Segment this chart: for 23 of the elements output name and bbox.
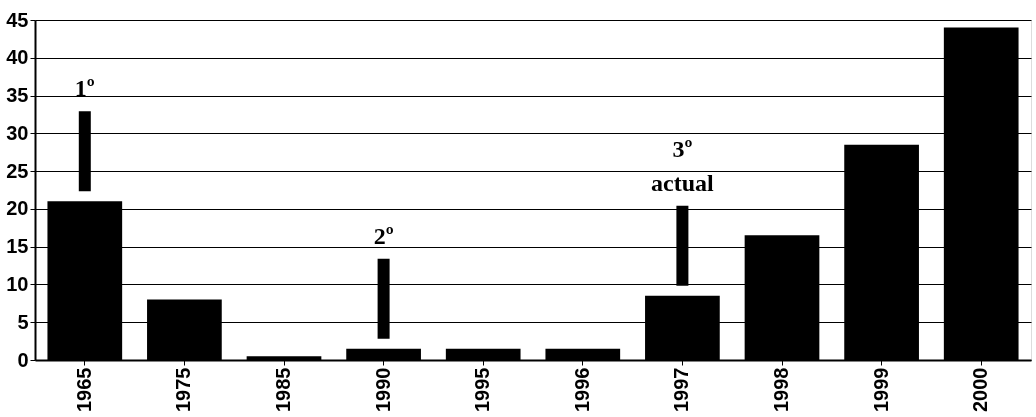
y-tick-label: 10 <box>6 272 29 295</box>
y-tick-label: 25 <box>6 159 29 182</box>
annotation: 2º <box>373 222 394 249</box>
x-tick-label: 1998 <box>770 367 792 412</box>
x-tick-label: 1985 <box>272 367 294 412</box>
x-tick-label: 1995 <box>471 367 494 412</box>
x-tick-label: 1996 <box>570 367 593 412</box>
y-tick-label: 40 <box>6 46 29 69</box>
x-tick-label: 1997 <box>670 367 693 412</box>
x-tick-label: 1975 <box>172 367 195 412</box>
y-tick-label: 30 <box>6 121 29 144</box>
x-tick-label: 1999 <box>869 367 892 412</box>
y-tick-label: 45 <box>6 8 29 31</box>
x-tick-label: 1990 <box>371 367 394 412</box>
x-tick-label: 2000 <box>969 367 992 412</box>
y-tick-label: 15 <box>6 235 29 258</box>
y-tick-label: 0 <box>17 348 29 371</box>
y-tick-label: 35 <box>6 84 29 107</box>
y-tick-label: 20 <box>6 197 29 220</box>
y-tick-label: 5 <box>17 310 29 333</box>
x-tick-label: 1965 <box>72 367 95 412</box>
annotation: 1º <box>74 75 95 102</box>
annotation: 3º actual <box>651 135 715 196</box>
